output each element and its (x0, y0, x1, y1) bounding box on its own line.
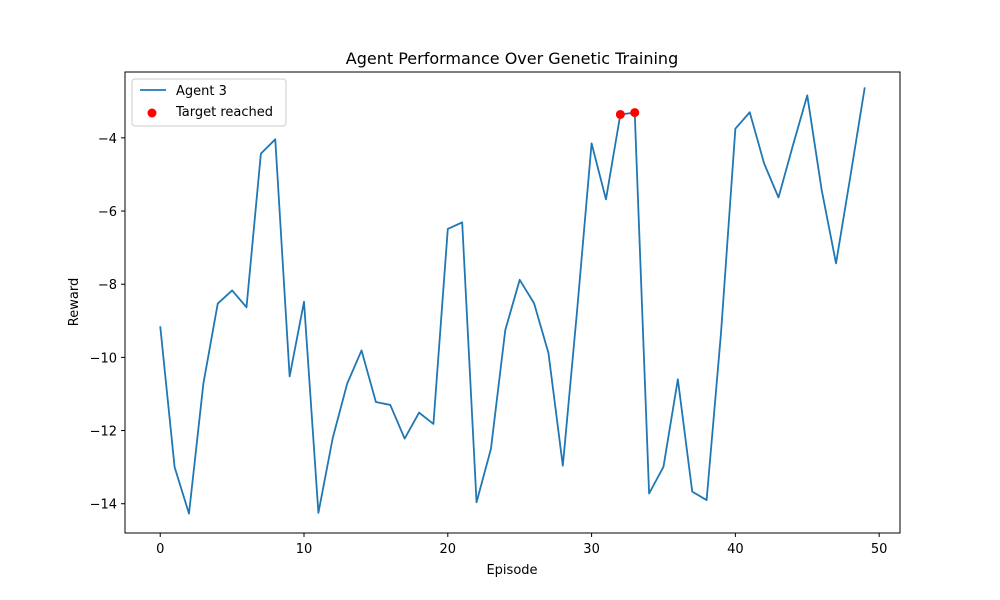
target-reached-point (615, 109, 625, 119)
legend-label-agent: Agent 3 (176, 84, 227, 99)
ticks-layer: 0 10 20 30 40 50 −14 −12 −10 −8 −6 −4 (90, 132, 888, 557)
y-tick-label: −8 (98, 278, 117, 293)
y-tick-label: −14 (90, 498, 117, 513)
x-tick-label: 0 (156, 542, 164, 557)
target-reached-point (630, 108, 640, 118)
chart-title: Agent Performance Over Genetic Training (346, 49, 678, 68)
series-layer (159, 87, 866, 515)
x-axis-label: Episode (486, 563, 537, 578)
legend: Agent 3 Target reached (131, 78, 287, 127)
legend-marker-swatch (147, 108, 157, 118)
y-tick-label: −4 (98, 132, 117, 147)
x-tick-label: 50 (871, 542, 888, 557)
x-tick-label: 20 (440, 542, 457, 557)
y-tick-label: −6 (98, 205, 117, 220)
y-tick-label: −12 (90, 425, 117, 440)
x-tick-label: 10 (296, 542, 313, 557)
y-tick-label: −10 (90, 351, 117, 366)
legend-box (131, 78, 287, 127)
legend-label-target: Target reached (175, 105, 273, 120)
series-line-agent-3 (159, 87, 866, 515)
x-tick-label: 30 (583, 542, 600, 557)
y-axis-label: Reward (67, 278, 82, 326)
x-tick-label: 40 (727, 542, 744, 557)
plot-area-frame (124, 71, 901, 534)
